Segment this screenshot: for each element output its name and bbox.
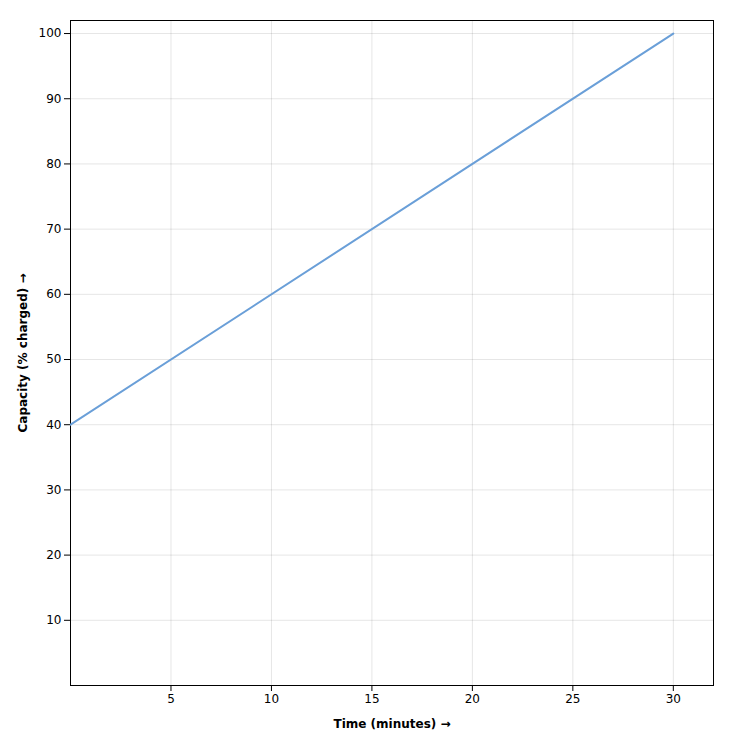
svg-text:15: 15 [364, 692, 379, 706]
svg-text:5: 5 [167, 692, 175, 706]
svg-text:20: 20 [46, 548, 61, 562]
svg-text:Capacity (% charged) →: Capacity (% charged) → [16, 274, 30, 433]
svg-text:80: 80 [46, 157, 61, 171]
svg-text:90: 90 [46, 92, 61, 106]
svg-text:20: 20 [465, 692, 480, 706]
svg-text:10: 10 [46, 613, 61, 627]
svg-text:30: 30 [666, 692, 681, 706]
svg-text:10: 10 [264, 692, 279, 706]
svg-text:50: 50 [46, 352, 61, 366]
svg-text:100: 100 [39, 26, 62, 40]
svg-text:70: 70 [46, 222, 61, 236]
svg-text:40: 40 [46, 418, 61, 432]
svg-text:Time (minutes) →: Time (minutes) → [333, 717, 450, 731]
svg-text:25: 25 [565, 692, 580, 706]
svg-text:60: 60 [46, 287, 61, 301]
svg-text:30: 30 [46, 483, 61, 497]
